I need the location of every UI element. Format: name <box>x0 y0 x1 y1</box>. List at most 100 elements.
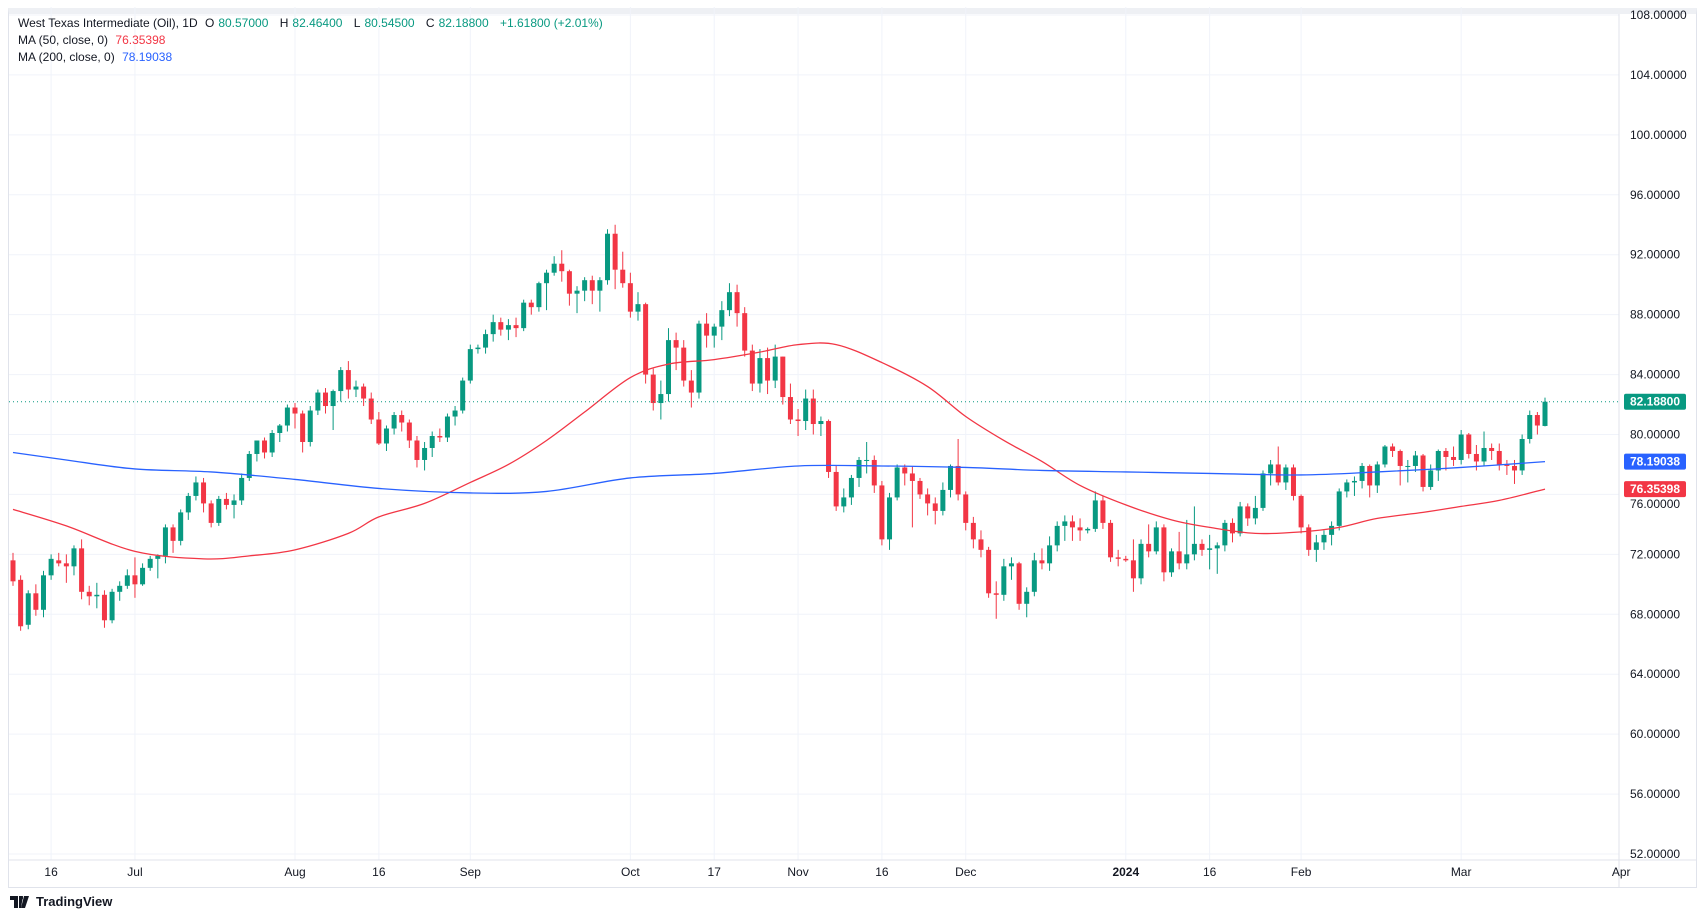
candle-body <box>376 419 382 444</box>
candle-body <box>864 459 870 461</box>
candle-body <box>505 325 511 330</box>
candle-body <box>1336 491 1342 526</box>
ma50-legend[interactable]: MA (50, close, 0) 76.35398 <box>18 33 169 47</box>
candle-body <box>1268 464 1274 474</box>
candle-body <box>1351 480 1357 483</box>
candle-body <box>711 326 717 336</box>
candle-body <box>795 419 801 422</box>
price-label-text: 78.19038 <box>1630 455 1680 469</box>
candle-body <box>1199 543 1205 550</box>
low-label: L <box>353 16 361 30</box>
candle-body <box>1085 528 1091 531</box>
candle-body <box>742 313 748 351</box>
ma200-legend[interactable]: MA (200, close, 0) 78.19038 <box>18 50 176 64</box>
x-tick-label: Aug <box>284 865 305 879</box>
y-tick-label: 84.00000 <box>1630 368 1680 382</box>
candle-body <box>696 323 702 393</box>
y-tick-label: 80.00000 <box>1630 428 1680 442</box>
ma50-value: 76.35398 <box>115 33 166 47</box>
candle-body <box>1443 450 1449 457</box>
candle-body <box>1039 560 1045 564</box>
chart-frame <box>8 8 1697 888</box>
candle-body <box>338 370 344 392</box>
candle-body <box>201 482 207 504</box>
candle-body <box>1069 521 1075 528</box>
candle-body <box>345 370 351 390</box>
candle-body <box>848 477 854 498</box>
candle-body <box>1512 465 1518 471</box>
candle-body <box>772 356 778 381</box>
candle-body <box>1184 554 1190 564</box>
candle-body <box>582 280 588 291</box>
ma50-label: MA (50, close, 0) <box>18 33 109 47</box>
open-label: O <box>204 16 215 30</box>
candle-body <box>1230 522 1236 534</box>
candle-body <box>1047 545 1053 564</box>
y-tick-label: 92.00000 <box>1630 248 1680 262</box>
candle-body <box>444 416 450 438</box>
candle-body <box>391 415 397 429</box>
tradingview-logo[interactable]: TradingView <box>10 894 112 909</box>
candle-body <box>1237 506 1243 534</box>
candle-body <box>254 440 260 454</box>
candle-body <box>1298 495 1304 528</box>
y-tick-label: 56.00000 <box>1630 787 1680 801</box>
candle-body <box>162 527 168 556</box>
candle-body <box>1108 522 1114 558</box>
candle-body <box>1207 548 1213 550</box>
candle-body <box>673 340 679 348</box>
candle-body <box>284 407 290 426</box>
candle-body <box>132 575 138 585</box>
candle-body <box>1245 506 1251 519</box>
candle-body <box>1031 560 1037 592</box>
x-tick-label: Sep <box>460 865 482 879</box>
price-label-badge <box>1624 453 1686 470</box>
candle-body <box>986 549 992 594</box>
candle-body <box>170 527 176 541</box>
candle-body <box>749 350 755 384</box>
candle-body <box>1390 446 1396 451</box>
candle-body <box>1161 527 1167 573</box>
candle-body <box>101 594 107 621</box>
candle-body <box>612 233 618 270</box>
price-label-badge <box>1624 481 1686 498</box>
candle-body <box>566 271 572 294</box>
candle-body <box>963 494 969 523</box>
candle-body <box>1382 446 1388 465</box>
candle-body <box>124 575 130 586</box>
candle-body <box>536 283 542 308</box>
candle-body <box>1473 453 1479 462</box>
x-tick-label: 16 <box>372 865 386 879</box>
candle-body <box>414 440 420 460</box>
candle-body <box>490 322 496 335</box>
candle-body <box>1496 450 1502 465</box>
candle-body <box>277 425 283 434</box>
price-label-badge <box>1624 393 1686 410</box>
candle-body <box>140 567 146 585</box>
candle-body <box>574 290 580 294</box>
candle-body <box>1344 482 1350 492</box>
candle-body <box>1214 545 1220 549</box>
candle-body <box>1359 465 1365 481</box>
candle-body <box>1146 543 1152 552</box>
candle-body <box>368 398 374 420</box>
candle-body <box>970 522 976 540</box>
candle-body <box>147 558 153 568</box>
candle-body <box>330 391 336 407</box>
candle-body <box>1420 455 1426 487</box>
candle-body <box>589 280 595 291</box>
candle-body <box>117 585 123 592</box>
candle-body <box>704 323 710 336</box>
candle-body <box>361 386 367 399</box>
candle-body <box>399 415 405 423</box>
candle-body <box>605 233 611 281</box>
candle-body <box>1481 447 1487 462</box>
candle-body <box>429 435 435 448</box>
candle-body <box>48 558 54 576</box>
candle-body <box>1275 464 1281 483</box>
candle-body <box>879 485 885 540</box>
y-tick-label: 96.00000 <box>1630 188 1680 202</box>
candle-body <box>18 579 24 627</box>
candle-body <box>1435 450 1441 471</box>
